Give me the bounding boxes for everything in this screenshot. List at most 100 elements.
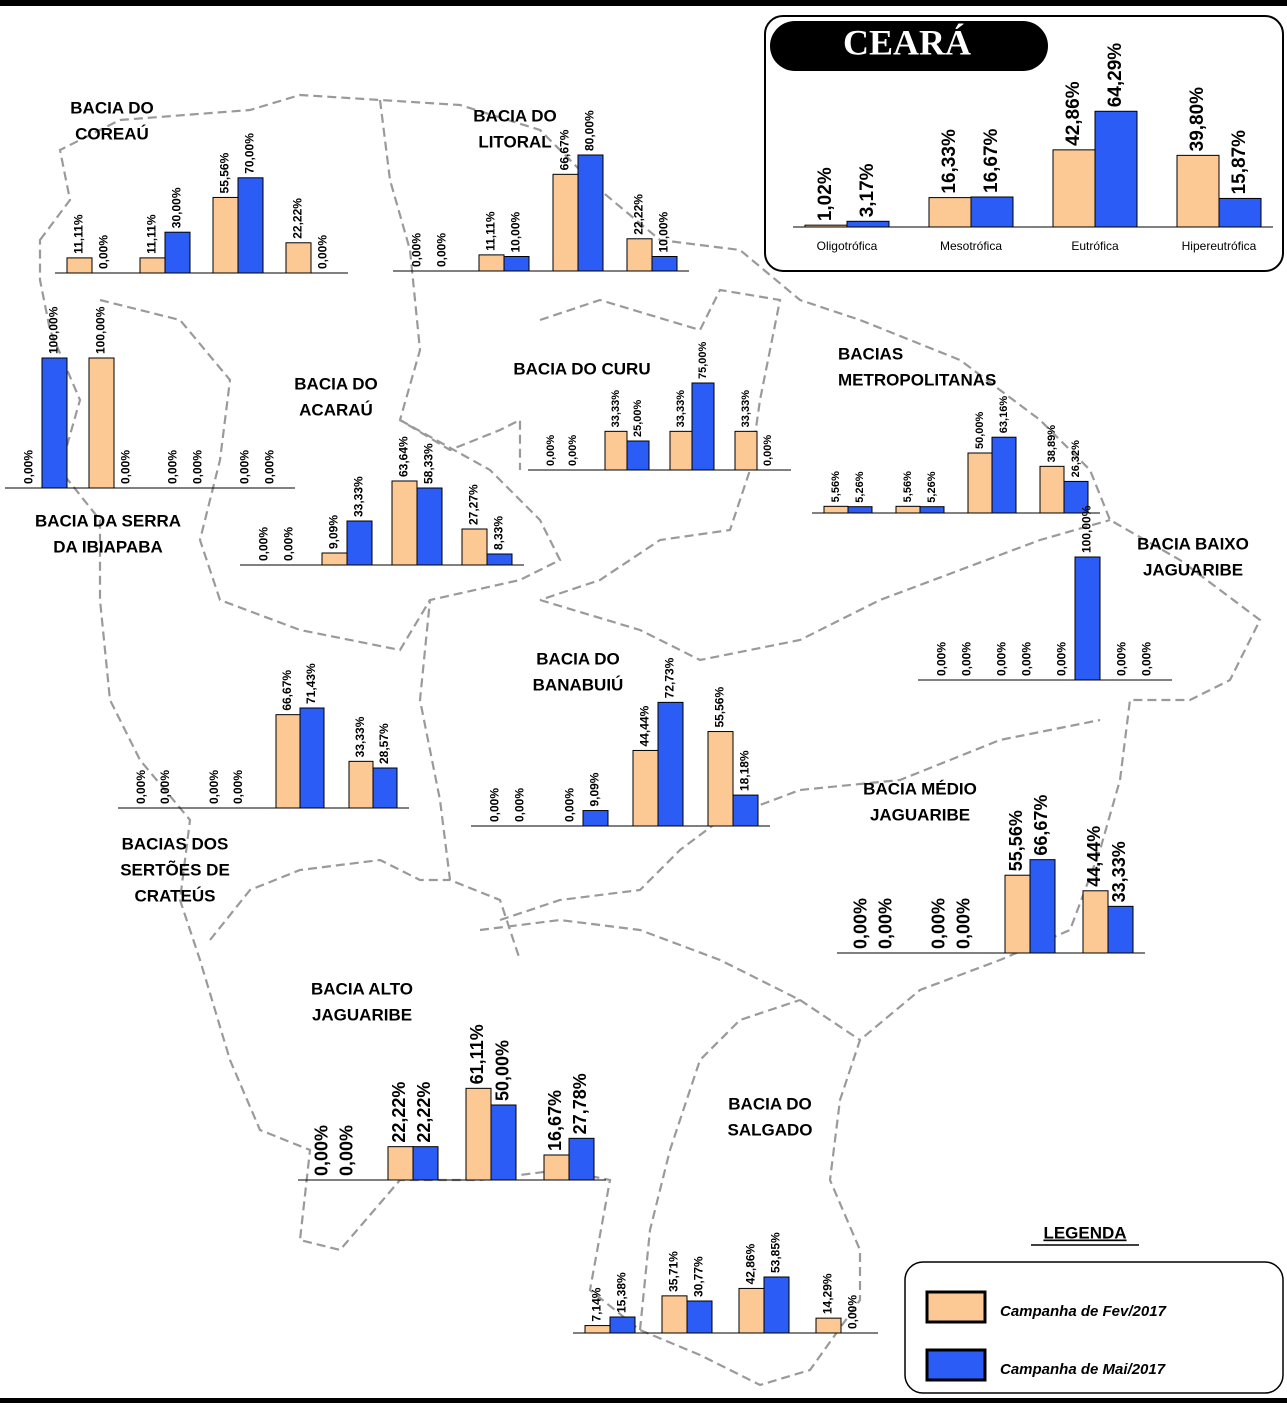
value-label: 42,86%	[1063, 81, 1084, 146]
chart-title: CEARÁ	[843, 22, 971, 62]
value-label: 0,00%	[762, 435, 774, 466]
value-label: 7,14%	[590, 1287, 604, 1321]
bar	[823, 505, 849, 514]
value-label: 44,44%	[1084, 826, 1104, 887]
bar	[461, 528, 488, 566]
value-label: 0,00%	[263, 450, 277, 484]
value-label: 0,00%	[567, 435, 579, 466]
chart-title: BACIA DA SERRA	[35, 511, 181, 530]
bar	[346, 520, 373, 566]
value-label: 0,00%	[435, 233, 449, 267]
value-label: 0,00%	[119, 450, 133, 484]
value-label: 42,86%	[744, 1243, 758, 1284]
value-label: 25,00%	[632, 399, 644, 437]
value-label: 39,80%	[1187, 87, 1208, 152]
bar	[1039, 465, 1065, 514]
value-label: 0,00%	[1115, 642, 1129, 676]
bar	[465, 1087, 492, 1181]
value-label: 44,44%	[638, 705, 652, 746]
value-label: 53,85%	[769, 1232, 783, 1273]
bar	[657, 701, 684, 827]
value-label: 15,38%	[615, 1272, 629, 1313]
bar	[804, 224, 848, 228]
bar	[1074, 556, 1101, 681]
value-label: 22,22%	[291, 198, 305, 239]
value-label: 66,67%	[558, 129, 572, 170]
value-label: 5,26%	[926, 471, 938, 502]
chart-title: LITORAL	[478, 132, 551, 151]
bar	[582, 810, 609, 827]
value-label: 33,33%	[610, 390, 622, 428]
value-label: 22,22%	[389, 1082, 409, 1143]
bar	[991, 436, 1017, 514]
bar	[1004, 874, 1031, 954]
bar	[895, 505, 921, 514]
chart-title: BACIA DO	[70, 98, 153, 117]
value-label: 28,57%	[377, 723, 391, 764]
value-label: 33,33%	[353, 716, 367, 757]
bar	[732, 794, 759, 827]
legend-title: LEGENDA	[1043, 1223, 1126, 1242]
bar	[478, 254, 505, 272]
value-label: 0,00%	[311, 1125, 331, 1176]
value-label: 0,00%	[191, 450, 205, 484]
value-label: 35,71%	[667, 1251, 681, 1292]
bottom-border	[0, 1398, 1287, 1403]
summary-box	[764, 15, 1284, 272]
value-label: 38,89%	[1046, 425, 1058, 463]
bar	[734, 430, 758, 471]
value-label: 0,00%	[282, 527, 296, 561]
value-label: 0,00%	[134, 770, 148, 804]
bar	[391, 480, 418, 566]
value-label: 26,32%	[1070, 440, 1082, 478]
value-label: 0,00%	[513, 788, 527, 822]
value-label: 72,73%	[663, 657, 677, 698]
value-label: 18,18%	[738, 750, 752, 791]
bar	[763, 1276, 790, 1334]
chart-title: COREAÚ	[75, 124, 149, 143]
state-outline	[38, 93, 1262, 1387]
bar	[604, 430, 628, 471]
value-label: 33,33%	[1109, 841, 1129, 902]
chart-title: BACIA DO	[473, 106, 556, 125]
value-label: 15,87%	[1229, 130, 1250, 195]
value-label: 0,00%	[1020, 642, 1034, 676]
value-label: 33,33%	[675, 390, 687, 428]
bar	[237, 177, 264, 274]
value-label: 55,56%	[218, 152, 232, 193]
chart-title: BACIAS DOS	[122, 834, 229, 853]
bar	[691, 382, 715, 471]
value-label: 0,00%	[953, 898, 973, 949]
value-label: 0,00%	[257, 527, 271, 561]
bar	[416, 487, 443, 566]
chart-title: ACARAÚ	[299, 400, 373, 419]
bar	[486, 553, 513, 566]
bar	[1094, 110, 1138, 228]
top-border	[0, 0, 1287, 6]
bar	[41, 357, 68, 489]
chart-title: BACIA ALTO	[311, 979, 413, 998]
bar	[321, 552, 348, 566]
bar	[1029, 859, 1056, 954]
value-label: 0,00%	[336, 1125, 356, 1176]
bar	[503, 256, 530, 272]
value-label: 0,00%	[488, 788, 502, 822]
value-label: 11,11%	[484, 211, 498, 251]
value-label: 55,56%	[713, 687, 727, 728]
value-label: 64,29%	[1105, 43, 1126, 108]
bar	[738, 1287, 765, 1334]
value-label: 0,00%	[166, 450, 180, 484]
chart-title: BACIA MÉDIO	[863, 779, 977, 798]
value-label: 80,00%	[583, 110, 597, 151]
chart-title: METROPOLITANAS	[838, 370, 996, 389]
value-label: 100,00%	[1080, 505, 1094, 553]
chart-title: SERTÕES DE	[120, 859, 230, 879]
category-label: Hipereutrófica	[1182, 239, 1257, 253]
value-label: 0,00%	[231, 770, 245, 804]
bar	[543, 1154, 570, 1181]
legend-label: Campanha de Fev/2017	[1000, 1303, 1167, 1320]
value-label: 14,29%	[821, 1273, 835, 1314]
bar	[568, 1137, 595, 1181]
bar	[348, 760, 374, 809]
value-label: 0,00%	[935, 642, 949, 676]
